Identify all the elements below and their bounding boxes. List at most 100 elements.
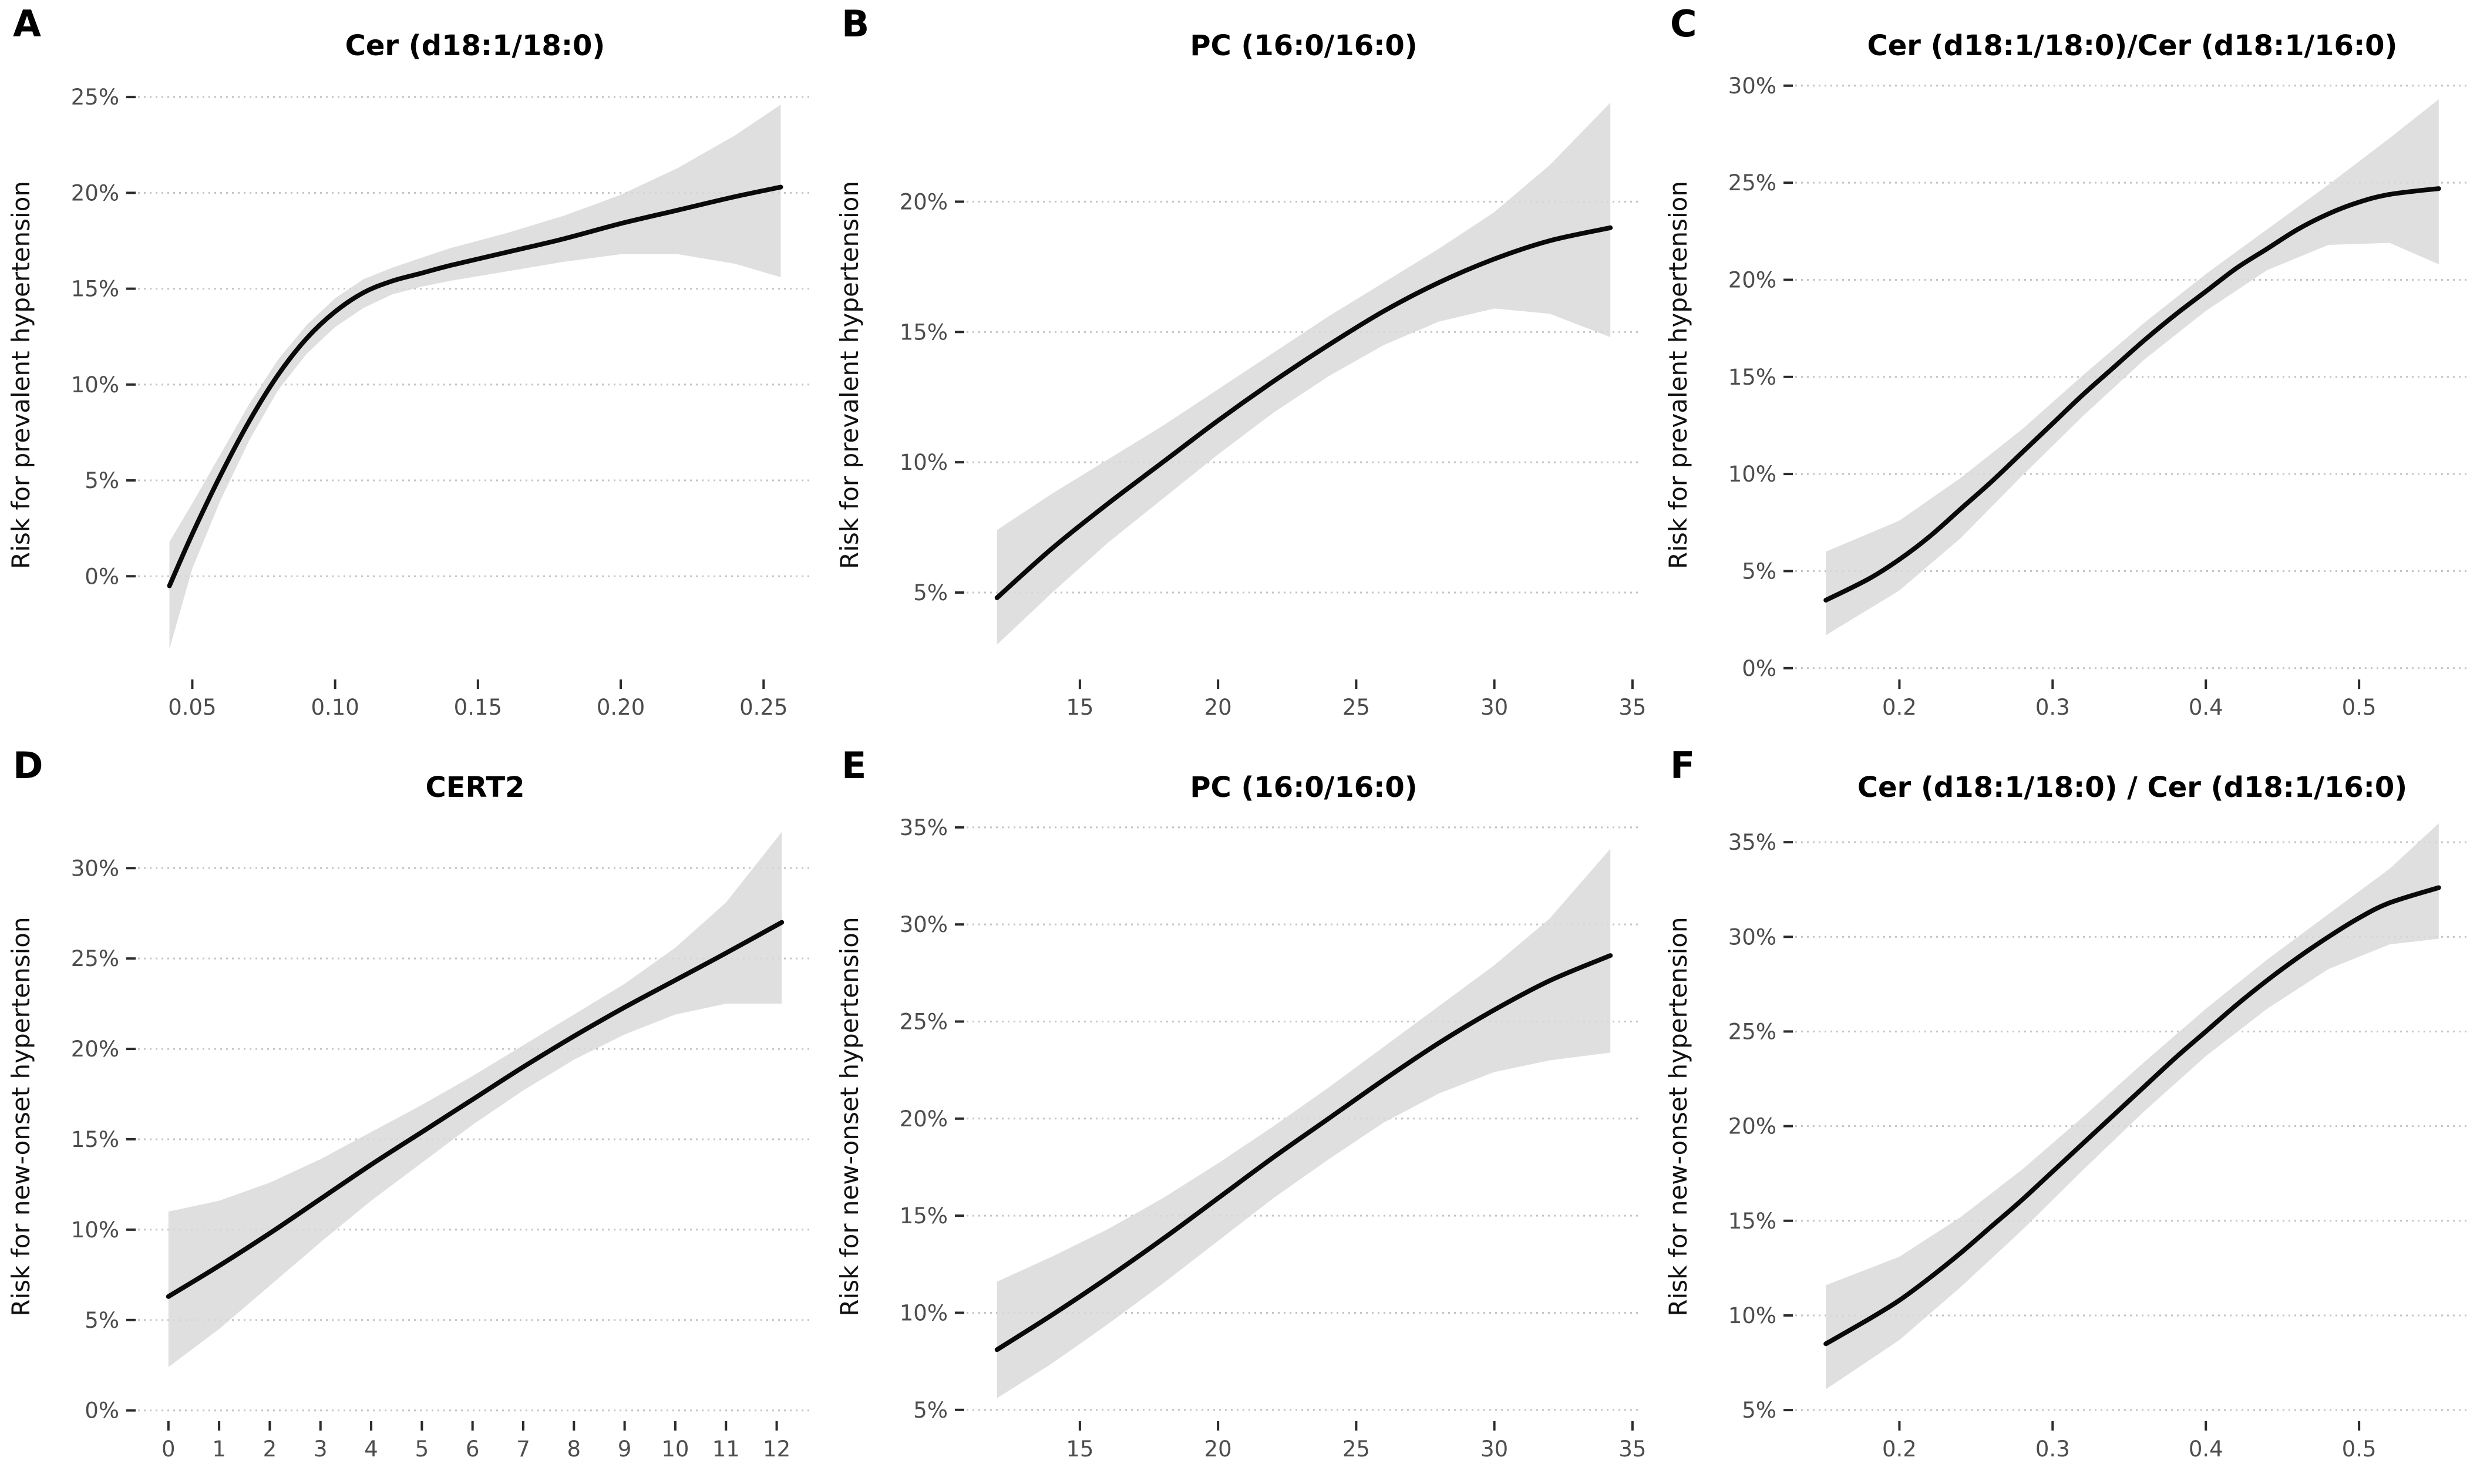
y-tick-label: 5% xyxy=(1742,558,1776,584)
y-tick-label: 10% xyxy=(1728,1303,1776,1328)
y-tick-label: 35% xyxy=(900,815,948,840)
x-tick-label: 0.5 xyxy=(2342,695,2377,720)
y-tick-label: 15% xyxy=(71,1127,119,1152)
x-tick-label: 30 xyxy=(1480,1436,1508,1462)
confidence-band xyxy=(169,105,781,650)
x-tick-label: 6 xyxy=(466,1436,480,1462)
confidence-band xyxy=(997,849,1611,1398)
x-tick-label: 0.10 xyxy=(311,695,359,720)
x-tick-label: 0.5 xyxy=(2342,1436,2377,1462)
x-tick-label: 9 xyxy=(618,1436,632,1462)
risk-curve xyxy=(1823,885,2441,1347)
x-tick-label: 0.20 xyxy=(597,695,645,720)
y-tick-label: 30% xyxy=(1728,924,1776,950)
x-tick-label: 0.2 xyxy=(1882,695,1917,720)
chart-panel-f: 5% 10% 15% 20% 25% 30% 35% 0.2 0.3 0.4 0.5 Risk for… xyxy=(1664,823,2469,1462)
x-tick-label: 0.4 xyxy=(2189,1436,2223,1462)
risk-curve xyxy=(994,953,1613,1352)
y-tick-label: 5% xyxy=(913,1398,948,1423)
y-tick-label: 0% xyxy=(1742,656,1776,681)
y-tick-label: 0% xyxy=(85,1398,119,1424)
x-tick-label: 30 xyxy=(1480,695,1508,720)
x-tick-label: 0.3 xyxy=(2035,695,2070,720)
x-tick-label: 4 xyxy=(364,1436,378,1462)
confidence-band xyxy=(1826,823,2439,1389)
y-tick-label: 5% xyxy=(85,468,119,493)
x-tick-label: 0.25 xyxy=(739,695,788,720)
x-tick-label: 2 xyxy=(263,1436,277,1462)
risk-curve xyxy=(167,184,783,588)
y-tick-label: 15% xyxy=(1728,1209,1776,1234)
x-tick-label: 5 xyxy=(415,1436,429,1462)
y-tick-label: 5% xyxy=(1742,1398,1776,1423)
y-tick-label: 20% xyxy=(900,189,948,214)
panel-title: Cer (d18:1/18:0)/Cer (d18:1/16:0) xyxy=(1867,29,2398,62)
panel-letter: F xyxy=(1670,744,1695,787)
risk-curve xyxy=(994,225,1613,600)
panel-title: Cer (d18:1/18:0) / Cer (d18:1/16:0) xyxy=(1857,771,2408,804)
y-tick-label: 30% xyxy=(71,856,119,881)
chart-panel-e: 5% 10% 15% 20% 25% 30% 35% 15 20 25 30 35 Risk for n… xyxy=(835,815,1646,1462)
panel-letter: C xyxy=(1670,2,1697,45)
y-tick-label: 25% xyxy=(71,946,119,971)
y-tick-label: 5% xyxy=(913,580,948,605)
panel-c: C Cer (d18:1/18:0)/Cer (d18:1/16:0) 0% 5%… xyxy=(1657,0,2486,742)
panel-a: A Cer (d18:1/18:0) 0% 5% 10% 15% 20% 25% 0.05 0… xyxy=(0,0,829,742)
panel-letter: D xyxy=(13,744,43,787)
y-axis-title: Risk for prevalent hypertension xyxy=(6,181,35,569)
x-tick-label: 35 xyxy=(1618,1436,1646,1462)
x-tick-label: 0.2 xyxy=(1882,1436,1917,1462)
x-tick-label: 35 xyxy=(1618,695,1646,720)
x-tick-label: 25 xyxy=(1342,695,1370,720)
x-tick-label: 1 xyxy=(212,1436,226,1462)
x-tick-label: 8 xyxy=(567,1436,581,1462)
x-tick-label: 7 xyxy=(516,1436,530,1462)
y-axis-title: Risk for new-onset hypertension xyxy=(6,917,35,1316)
x-tick-label: 0.4 xyxy=(2189,695,2223,720)
y-axis-title: Risk for prevalent hypertension xyxy=(835,181,864,569)
y-tick-label: 20% xyxy=(900,1106,948,1132)
y-tick-label: 5% xyxy=(85,1308,119,1333)
y-axis-title: Risk for new-onset hypertension xyxy=(1664,917,1692,1316)
x-tick-label: 0 xyxy=(161,1436,176,1462)
y-tick-label: 10% xyxy=(900,450,948,475)
y-tick-label: 30% xyxy=(900,912,948,937)
chart-panel-d: 0%5%10%15%20%25%30%0 1 2 3 4 5 6 7 8 9 10 11 12Risk … xyxy=(6,832,812,1462)
x-tick-label: 15 xyxy=(1066,1436,1093,1462)
panel-letter: A xyxy=(13,2,41,45)
y-tick-label: 30% xyxy=(1728,73,1776,99)
panel-b: B PC (16:0/16:0) 5% 10% 15% 20% 15 20 25 30 35 Ri… xyxy=(829,0,1657,742)
y-tick-label: 10% xyxy=(71,1217,119,1243)
y-tick-label: 10% xyxy=(1728,462,1776,487)
confidence-band xyxy=(1826,99,2439,635)
x-tick-label: 12 xyxy=(763,1436,790,1462)
panel-d: D CERT2 0% 5% 10% 15% 20% 25% 30% 0 1 2 3 4 5 6 7 8 9 10 1… xyxy=(0,742,829,1483)
y-tick-label: 10% xyxy=(900,1300,948,1325)
chart-panel-c: 0% 5% 10% 15% 20% 25% 30% 0.2 0.3 0.4 0.5 Risk for … xyxy=(1664,73,2469,720)
y-tick-label: 0% xyxy=(85,564,119,589)
y-tick-label: 20% xyxy=(71,1037,119,1062)
x-tick-label: 20 xyxy=(1204,1436,1232,1462)
y-tick-label: 25% xyxy=(900,1009,948,1034)
y-tick-label: 25% xyxy=(1728,170,1776,196)
x-tick-label: 10 xyxy=(661,1436,689,1462)
y-tick-label: 20% xyxy=(1728,1114,1776,1139)
chart-panel-a: 0% 5% 10% 15% 20% 25% 0.05 0.10 0.15 0.20 0.25 Risk… xyxy=(6,85,812,720)
y-axis-title: Risk for prevalent hypertension xyxy=(1664,181,1692,569)
x-tick-label: 0.15 xyxy=(454,695,502,720)
panel-letter: B xyxy=(842,2,870,45)
chart-panel-b: 5% 10% 15% 20% 15 20 25 30 35 Risk for prevalent … xyxy=(835,102,1646,720)
y-tick-label: 20% xyxy=(1728,267,1776,292)
y-tick-label: 15% xyxy=(900,319,948,345)
y-tick-label: 15% xyxy=(71,277,119,302)
y-tick-label: 20% xyxy=(71,180,119,206)
y-tick-label: 15% xyxy=(900,1203,948,1229)
panel-title: Cer (d18:1/18:0) xyxy=(345,29,605,62)
x-tick-label: 25 xyxy=(1342,1436,1370,1462)
confidence-band xyxy=(997,102,1611,645)
x-tick-label: 3 xyxy=(314,1436,328,1462)
panel-title: CERT2 xyxy=(425,771,525,804)
panel-title: PC (16:0/16:0) xyxy=(1190,29,1418,62)
risk-curve xyxy=(1823,186,2441,603)
